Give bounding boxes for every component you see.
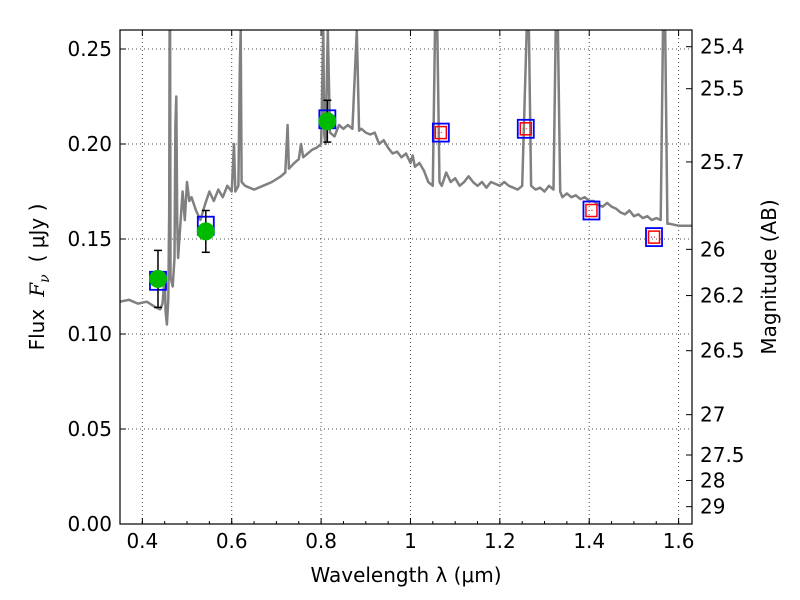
observed-flux-marker <box>196 222 215 241</box>
model-flux-marker <box>431 122 450 143</box>
x-tick-label: 1.6 <box>663 529 695 553</box>
y2-tick-label: 25.5 <box>700 77 745 101</box>
x-tick-label: 1 <box>404 529 417 553</box>
spectrum-layer <box>120 30 692 326</box>
y2-tick-label: 28 <box>700 468 725 492</box>
model-flux-marker <box>645 227 663 248</box>
y2-tick-label: 27.5 <box>700 443 745 467</box>
y2-tick-label: 29 <box>700 495 725 519</box>
x-tick-label: 1.4 <box>573 529 605 553</box>
y-axis-title: FluxFν( μJy ) <box>25 204 53 351</box>
x-tick-label: 0.8 <box>305 529 337 553</box>
upper-limit-marker <box>434 125 448 140</box>
y2-tick-label: 26.5 <box>700 339 745 363</box>
y2-tick-label: 27 <box>700 403 725 427</box>
observed-flux-marker <box>148 269 167 288</box>
x-tick-label: 0.6 <box>216 529 248 553</box>
y2-tick-label: 25.4 <box>700 35 745 59</box>
y-tick-label: 0.10 <box>67 322 112 346</box>
y-tick-label: 0.25 <box>67 37 112 61</box>
y-tick-label: 0.00 <box>67 512 112 536</box>
spectrum-line <box>120 30 692 326</box>
y2-axis-title: Magnitude (AB) <box>757 199 781 354</box>
x-tick-label: 0.4 <box>126 529 158 553</box>
plot-frame <box>119 29 693 525</box>
observed-flux-marker <box>318 112 337 131</box>
upper-limit-marker <box>519 122 533 136</box>
marker-layer <box>148 99 663 309</box>
model-flux-marker <box>582 200 601 221</box>
y2-tick-label: 25.7 <box>700 150 745 174</box>
model-flux-marker <box>516 118 535 139</box>
y2-tick-label: 26 <box>700 237 725 261</box>
y-tick-label: 0.05 <box>67 417 112 441</box>
y-tick-label: 0.20 <box>67 132 112 156</box>
y2-tick-label: 26.2 <box>700 284 745 308</box>
upper-limit-marker <box>585 203 598 218</box>
y-tick-label: 0.15 <box>67 227 112 251</box>
upper-limit-marker <box>647 230 661 244</box>
x-axis-title: Wavelength λ (μm) <box>310 563 501 587</box>
grid-lines <box>120 30 692 524</box>
tick-layer: 0.4 0.6 0.8 1 1.2 1.4 1.6 0.00 0.05 0.10 0.15 0.20 0… <box>67 30 745 553</box>
x-tick-label: 1.2 <box>484 529 516 553</box>
